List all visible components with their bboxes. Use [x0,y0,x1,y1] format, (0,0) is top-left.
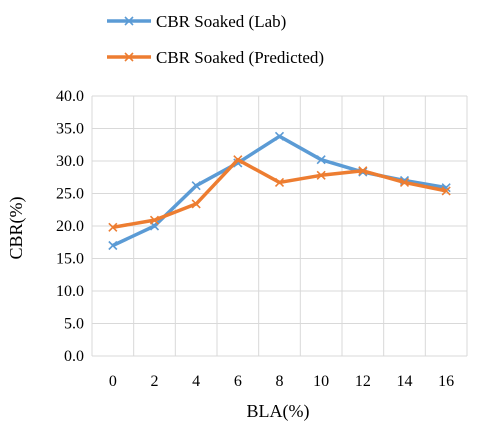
data-point [108,222,118,232]
data-point [149,215,160,225]
x-tick-label: 12 [355,373,371,390]
y-tick-label: 30.0 [56,153,84,170]
data-point [274,177,285,188]
data-point [191,181,201,191]
data-point [274,131,285,141]
legend-label: CBR Soaked (Predicted) [156,48,324,67]
data-point [316,155,326,165]
x-axis: 0 2 4 6 8 10 12 14 16 [109,373,454,390]
series-layer [108,131,451,251]
data-point [191,199,201,209]
x-tick-label: 6 [234,373,242,390]
legend-label: CBR Soaked (Lab) [156,12,286,31]
data-point [441,186,451,196]
data-point [316,170,326,180]
x-tick-label: 4 [192,373,200,390]
data-point [399,177,410,188]
x-axis-label: BLA(%) [247,401,310,422]
x-tick-label: 16 [438,373,454,390]
y-tick-label: 35.0 [56,121,84,138]
legend: CBR Soaked (Lab) CBR Soaked (Predicted) [107,12,324,67]
y-tick-label: 40.0 [56,88,84,105]
series-2 [108,155,451,232]
y-tick-label: 25.0 [56,186,84,203]
x-tick-label: 14 [397,373,413,390]
data-point [233,155,243,165]
legend-item-1: CBR Soaked (Lab) [107,12,286,31]
y-tick-label: 0.0 [64,348,84,365]
y-tick-label: 15.0 [56,251,84,268]
y-tick-label: 10.0 [56,283,84,300]
x-tick-label: 2 [151,373,159,390]
data-point [108,240,118,251]
series-1 [108,131,451,251]
y-axis-label: CBR(%) [6,196,27,259]
series-line [112,134,447,248]
y-tick-label: 5.0 [64,316,84,333]
y-tick-label: 20.0 [56,218,84,235]
y-axis: 0.0 5.0 10.0 15.0 20.0 25.0 30.0 35.0 40.0 [56,88,84,365]
x-tick-label: 8 [276,373,284,390]
data-point [358,166,368,176]
x-tick-label: 10 [313,373,329,390]
legend-item-2: CBR Soaked (Predicted) [107,48,324,67]
x-tick-label: 0 [109,373,117,390]
